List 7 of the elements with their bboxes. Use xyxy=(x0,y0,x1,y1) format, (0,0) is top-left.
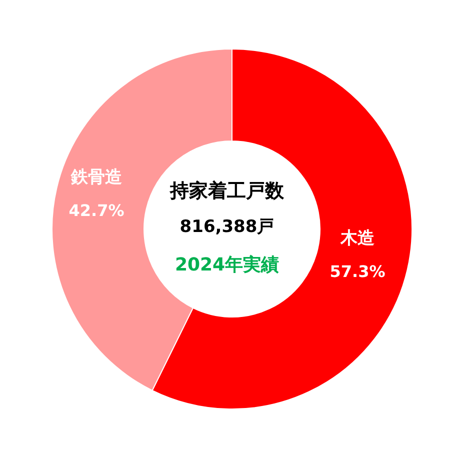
data-label: 42.7% xyxy=(68,201,124,220)
data-label: 57.3% xyxy=(330,262,386,281)
slice-label: 木造 xyxy=(339,228,374,248)
text: 816,388戸 xyxy=(180,217,274,237)
text: 持家着工戸数 xyxy=(169,180,285,202)
text: 2024年実績 xyxy=(174,254,280,276)
slice-label: 鉄骨造 xyxy=(70,168,122,188)
